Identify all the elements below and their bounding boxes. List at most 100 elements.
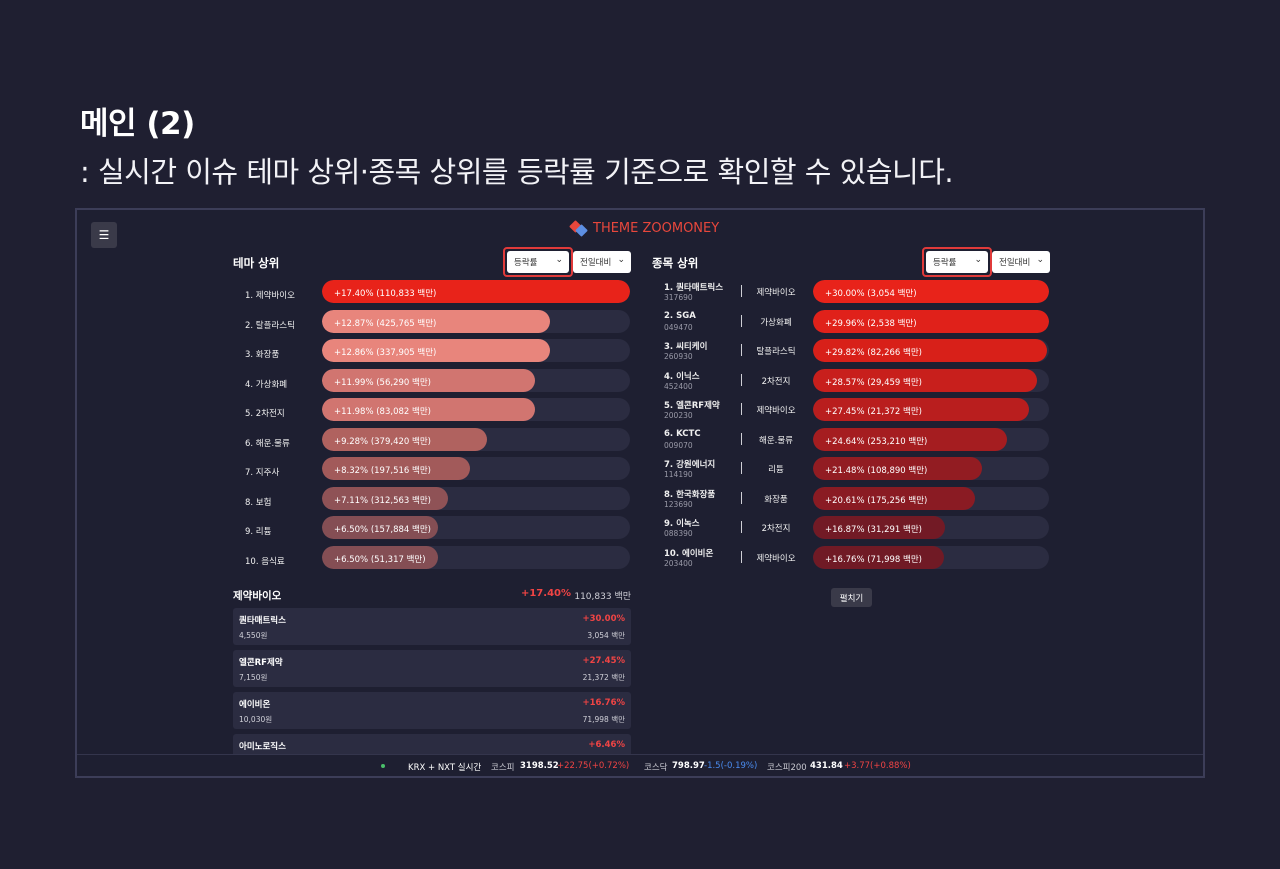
detail-rate: +17.40% [520,588,571,599]
stock-row[interactable]: 10. 에이비온 203400 제약바이오 +16.76% (71,998 백만) [652,545,1050,576]
stock-name: 8. 한국화장품 [664,489,716,500]
stock-rate-bar-fill [813,516,946,539]
theme-row[interactable]: 7. 지주사 +8.32% (197,516 백만) [233,457,631,487]
stock-row[interactable]: 1. 퀀타매트릭스 317690 제약바이오 +30.00% (3,054 백만) [652,280,1050,310]
card-stock-name: 에이비온 [239,700,271,710]
stock-code: 114190 [664,470,693,479]
theme-row[interactable]: 2. 탈플라스틱 +12.87% (425,765 백만) [233,309,631,340]
theme-rate-bar-fill [322,486,449,510]
stock-name: 9. 이녹스 [664,519,700,529]
theme-rate-bar-fill [322,516,438,539]
stock-rate-bar: +21.48% (108,890 백만) [813,457,1049,480]
theme-name: 9. 리튬 [245,527,272,537]
detail-title: 제약바이오 [233,590,282,602]
theme-rate-bar: +12.86% (337,905 백만) [322,339,630,362]
card-rate: +27.45% [582,656,625,666]
stock-row[interactable]: 8. 한국화장품 123690 화장품 +20.61% (175,256 백만) [652,486,1050,517]
theme-rate-bar: +11.99% (56,290 백만) [322,368,630,392]
theme-rate-bar: +9.28% (379,420 백만) [322,427,630,451]
theme-rate-label: +9.28% (379,420 백만) [334,436,431,447]
stock-card[interactable]: 퀀타매트릭스 4,550원 +30.00% 3,054 백만 [233,608,631,645]
stock-row[interactable]: 3. 씨티케이 260930 탈플라스틱 +29.82% (82,266 백만) [652,339,1050,369]
theme-row[interactable]: 3. 화장품 +12.86% (337,905 백만) [233,339,631,369]
theme-rate-bar-fill [322,457,470,480]
stock-compare-select[interactable]: 전일대비 ⌄ [992,251,1050,273]
live-dot-icon [381,764,385,768]
theme-row[interactable]: 1. 제약바이오 +17.40% (110,833 백만) [233,280,631,310]
app-logo[interactable]: THEME ZOOMONEY [569,220,720,237]
stock-row[interactable]: 4. 이닉스 452400 2차전지 +28.57% (29,459 백만) [652,368,1050,399]
theme-sort-select[interactable]: 등락률 ⌄ [503,247,573,277]
card-rate: +6.46% [588,740,625,750]
stock-rate-bar-fill [813,339,1047,362]
theme-rate-bar-fill [322,280,630,303]
theme-compare-value: 전일대비 [580,258,612,268]
stock-theme: 리튬 [768,465,784,475]
stock-rate-bar: +24.64% (253,210 백만) [813,427,1049,451]
stock-card[interactable]: 엘콘RF제약 7,150원 +27.45% 21,372 백만 [233,650,631,687]
card-amount: 3,054 백만 [587,631,625,640]
stock-row[interactable]: 5. 엘콘RF제약 200230 제약바이오 +27.45% (21,372 백만) [652,398,1050,428]
theme-row[interactable]: 6. 해운.물류 +9.28% (379,420 백만) [233,427,631,458]
theme-list: 1. 제약바이오 +17.40% (110,833 백만) 2. 탈플라스틱 +12.… [233,280,631,575]
stock-rate-label: +16.87% (31,291 백만) [825,525,922,535]
divider [741,521,742,533]
theme-rate-label: +12.86% (337,905 백만) [334,348,437,358]
theme-top-panel: 테마 상위 등락률 ⌄ 전일대비 ⌄ 1. 제약바이오 +17.40% (110,… [233,247,631,575]
stock-card[interactable]: 에이비온 10,030원 +16.76% 71,998 백만 [233,692,631,729]
stock-row[interactable]: 7. 강원에너지 114190 리튬 +21.48% (108,890 백만) [652,457,1050,487]
stock-theme: 탈플라스틱 [756,347,796,357]
menu-button[interactable]: ☰ [91,222,117,248]
divider [741,462,742,474]
stock-rate-label: +24.64% (253,210 백만) [825,436,928,447]
stock-row[interactable]: 2. SGA 049470 가상화폐 +29.96% (2,538 백만) [652,309,1050,340]
stock-rate-bar: +29.96% (2,538 백만) [813,309,1049,333]
stock-row[interactable]: 9. 이녹스 088390 2차전지 +16.87% (31,291 백만) [652,516,1050,546]
theme-row[interactable]: 4. 가상화폐 +11.99% (56,290 백만) [233,368,631,399]
stock-sort-select[interactable]: 등락률 ⌄ [922,247,992,277]
theme-name: 5. 2차전지 [245,409,285,419]
stock-compare-value: 전일대비 [999,258,1031,268]
theme-row[interactable]: 9. 리튬 +6.50% (157,884 백만) [233,516,631,546]
theme-row[interactable]: 10. 음식료 +6.50% (51,317 백만) [233,545,631,576]
theme-compare-select[interactable]: 전일대비 ⌄ [573,251,631,273]
stock-rate-bar-fill [813,545,944,569]
kosdaq-value: 798.97 [672,761,705,771]
detail-amount: 110,833 백만 [574,592,631,602]
divider [741,344,742,356]
chevron-down-icon: ⌄ [617,255,625,265]
card-amount: 71,998 백만 [582,715,625,724]
theme-rate-label: +12.87% (425,765 백만) [334,318,437,329]
expand-button[interactable]: 펼치기 [831,588,872,607]
chevron-down-icon: ⌄ [555,255,563,265]
stock-rate-bar: +28.57% (29,459 백만) [813,368,1049,392]
divider [741,432,742,445]
logo-text: THEME ZOOMONEY [593,221,720,236]
stock-theme: 제약바이오 [756,406,796,416]
stock-theme: 2차전지 [761,376,791,387]
divider [741,285,742,297]
card-rate: +30.00% [582,614,625,624]
stock-name: 3. 씨티케이 [664,342,708,352]
divider [741,373,742,386]
divider [741,314,742,327]
theme-rate-label: +7.11% (312,563 백만) [334,495,431,506]
theme-rate-label: +8.32% (197,516 백만) [334,466,431,476]
theme-sort-value: 등락률 [514,258,538,268]
stock-row[interactable]: 6. KCTC 009070 해운.물류 +24.64% (253,210 백만) [652,427,1050,458]
stock-rate-bar: +30.00% (3,054 백만) [813,280,1049,303]
stock-sort-value: 등락률 [933,258,957,268]
app-screenshot-frame: ☰ THEME ZOOMONEY 테마 상위 등락률 ⌄ 전일대비 ⌄ 1. 제… [75,208,1205,778]
theme-name: 4. 가상화폐 [245,379,288,390]
stock-rate-bar: +16.76% (71,998 백만) [813,545,1049,569]
theme-rate-bar-fill [322,398,535,421]
theme-row[interactable]: 5. 2차전지 +11.98% (83,082 백만) [233,398,631,428]
stock-theme: 제약바이오 [756,553,796,564]
card-stock-name: 퀀타매트릭스 [239,616,286,626]
stock-code: 452400 [664,381,693,391]
stock-rate-bar: +27.45% (21,372 백만) [813,398,1049,421]
stock-name: 6. KCTC [664,428,701,439]
theme-rate-label: +17.40% (110,833 백만) [334,289,437,299]
theme-row[interactable]: 8. 보험 +7.11% (312,563 백만) [233,486,631,517]
stock-rate-label: +30.00% (3,054 백만) [825,289,917,299]
